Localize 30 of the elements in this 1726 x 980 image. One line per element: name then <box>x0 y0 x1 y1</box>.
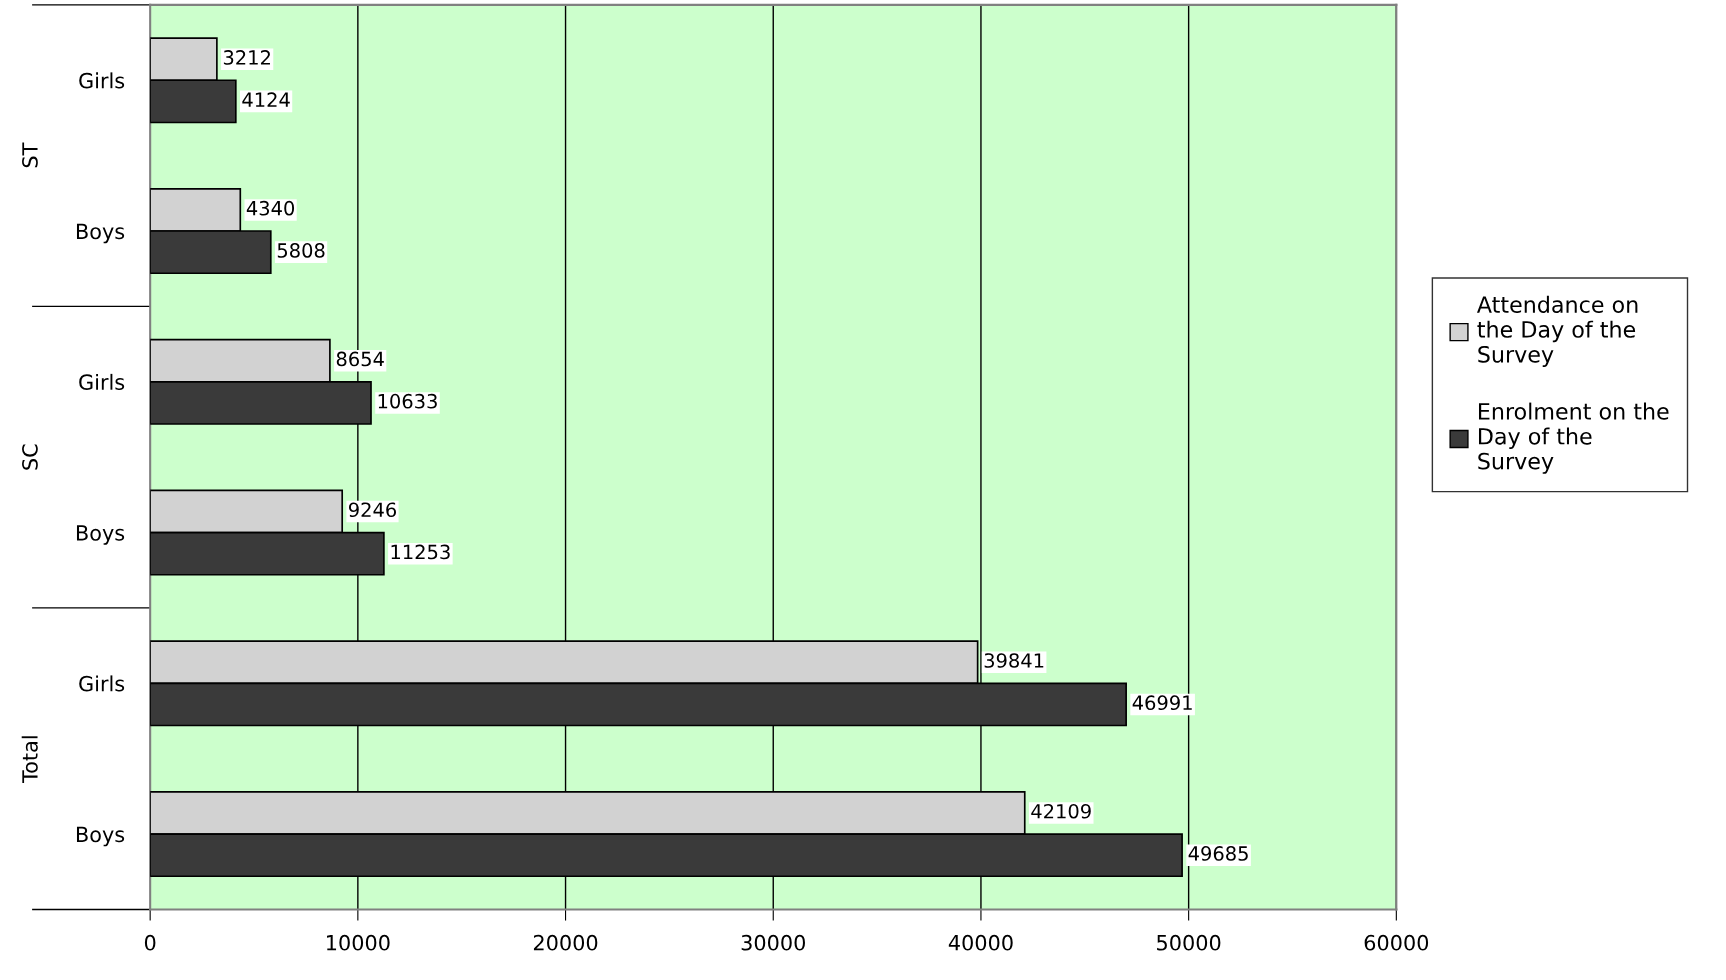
data-label: 3212 <box>223 50 270 65</box>
x-tick-label: 30000 <box>741 934 805 951</box>
data-label: 42109 <box>1031 803 1091 819</box>
x-tick-label: 10000 <box>327 934 390 951</box>
x-tick-label: 50000 <box>1157 934 1221 951</box>
x-tick-label: 20000 <box>533 934 598 951</box>
data-label: 49685 <box>1188 846 1248 861</box>
data-label: 8654 <box>336 351 384 367</box>
text: Total <box>21 736 38 784</box>
data-label: 39841 <box>984 653 1044 668</box>
x-tick-label: 0 <box>144 934 156 951</box>
text: SC <box>22 444 38 470</box>
legend-label: Enrolment on the Day of the Survey <box>1478 402 1669 474</box>
data-label: 46991 <box>1132 695 1192 711</box>
data-label: 5808 <box>277 243 325 258</box>
data-label: 4124 <box>242 92 290 107</box>
y-tick-label: Girls <box>79 72 125 89</box>
data-label: 11253 <box>391 544 450 560</box>
x-tick-label: 60000 <box>1364 934 1429 951</box>
y-tick-label: Boys <box>76 525 125 545</box>
y-tick-label: Boys <box>76 223 125 244</box>
data-label: 4340 <box>246 200 295 216</box>
y-tick-label: Girls <box>79 373 125 390</box>
legend-label: Attendance on the Day of the Survey <box>1476 295 1638 368</box>
data-label: 10633 <box>378 393 437 409</box>
y-tick-label: Boys <box>76 826 125 847</box>
data-label: 9246 <box>348 502 397 518</box>
x-tick-label: 40000 <box>948 934 1013 951</box>
text: ST <box>22 142 38 168</box>
y-tick-label: Girls <box>79 675 125 692</box>
